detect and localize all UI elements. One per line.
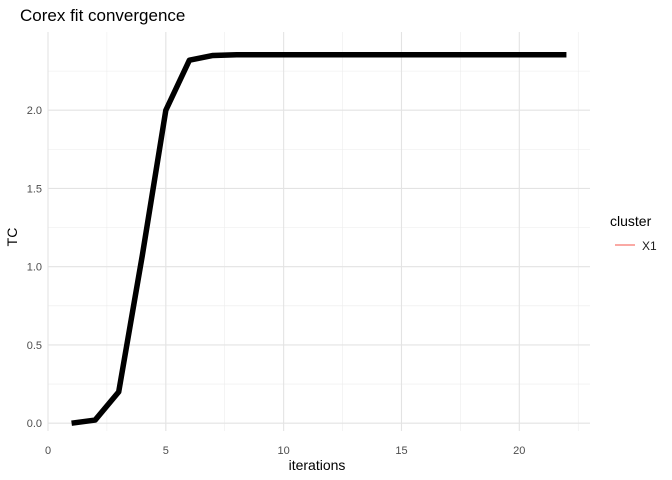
y-tick-label: 1.5 <box>27 183 42 195</box>
legend: cluster X1 <box>610 213 657 253</box>
y-axis-title: TC <box>4 228 20 247</box>
minor-grid <box>48 32 590 431</box>
chart-title: Corex fit convergence <box>20 6 185 25</box>
legend-title: cluster <box>610 213 652 229</box>
y-tick-label: 0.0 <box>27 418 42 430</box>
x-tick-label: 20 <box>513 445 525 457</box>
y-tick-label: 0.5 <box>27 340 42 352</box>
x-axis-title: iterations <box>289 457 346 473</box>
series-layer <box>71 51 567 426</box>
x-tick-label: 15 <box>395 445 407 457</box>
y-tick-label: 1.0 <box>27 262 42 274</box>
series-line-x1 <box>71 51 567 426</box>
x-tick-label: 0 <box>45 445 51 457</box>
y-tick-label: 2.0 <box>27 105 42 117</box>
legend-label-x1: X1 <box>642 239 657 253</box>
tick-labels: 0 5 10 15 20 0.0 0.5 1.0 1.5 2.0 <box>27 105 526 457</box>
major-grid <box>47 32 590 431</box>
x-tick-label: 5 <box>163 445 169 457</box>
x-tick-label: 10 <box>278 445 290 457</box>
